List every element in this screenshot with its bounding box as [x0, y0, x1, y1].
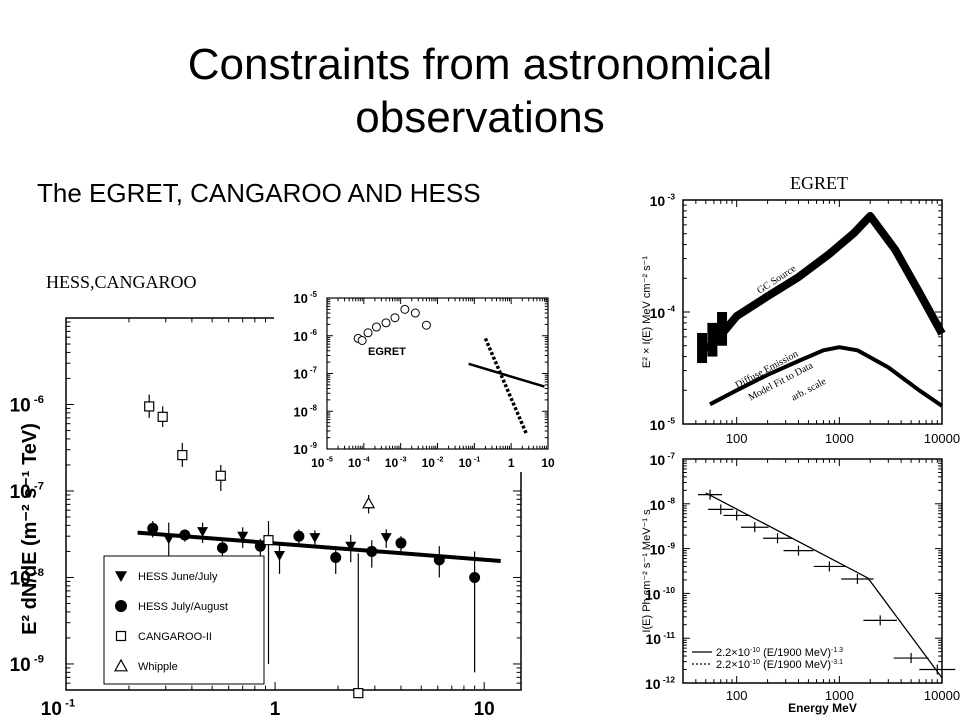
hess-point-circle: [179, 529, 191, 541]
spectrum-ytick-label: 10 -12: [645, 675, 675, 692]
hess-point-circle: [330, 552, 342, 564]
egret-inset-ytick-label: 10 -8: [293, 403, 317, 419]
spectrum-plot-frame: [682, 458, 943, 684]
egret-inset-point: [390, 313, 400, 323]
egret-inset-point: [410, 308, 420, 318]
egret-inset-xtick-label: 10: [541, 456, 555, 470]
legend-label: HESS July/August: [138, 601, 228, 613]
legend-marker-tri-up: [113, 658, 129, 672]
hess-point-square: [144, 401, 155, 412]
egret-inset-point: [421, 320, 431, 330]
hess-point-square: [177, 449, 188, 461]
hess-point-tri-up: [362, 496, 376, 509]
gc-xtick-label: 100: [726, 431, 748, 446]
spectrum-xtick-label: 100: [726, 688, 748, 703]
diffuse-emission-curve: [709, 345, 944, 408]
legend-label: HESS June/July: [138, 571, 218, 583]
gc-error-block: [717, 312, 728, 346]
spectrum-ylabel: I(E) Ph cm⁻² s⁻¹ MeV⁻¹ s: [641, 509, 653, 633]
gc-ytick-label: 10 -3: [650, 192, 676, 209]
hess-ytick-label: 10 -7: [10, 480, 44, 503]
hess-point-tri-down: [197, 527, 209, 538]
egret-inset-background: [274, 290, 556, 472]
spectrum-xlabel: Energy MeV: [788, 701, 857, 715]
spectrum-ytick-label: 10 -8: [650, 496, 676, 513]
hess-point-tri-down: [237, 531, 249, 542]
hess-ytick-label: 10 -6: [10, 394, 44, 417]
egret-tag: EGRET: [790, 173, 848, 193]
egret-inset-xtick-label: 10 -1: [458, 455, 480, 470]
gc-source-curve: [703, 212, 946, 353]
hess-point-square: [215, 470, 226, 481]
egret-inset-point: [371, 322, 381, 332]
slide-subtitle: The EGRET, CANGAROO AND HESS: [37, 178, 481, 208]
hess-xtick-label: 1: [270, 699, 281, 720]
hess-point-square: [353, 688, 364, 699]
spectrum-ytick-label: 10 -10: [645, 585, 675, 602]
egret-inset-xtick-label: 10 -3: [385, 455, 407, 470]
legend-marker-square: [115, 630, 127, 642]
hess-point-circle: [433, 554, 445, 566]
egret-inset-title: EGRET: [368, 346, 406, 358]
legend-label: Whipple: [138, 661, 178, 673]
hess-point-circle: [254, 540, 266, 552]
egret-inset-solid-line: [468, 362, 545, 388]
egret-inset-xtick-label: 10 -5: [311, 455, 333, 470]
hess-ytick-label: 10 -9: [10, 653, 44, 676]
egret-inset-ytick-label: 10 -9: [293, 441, 317, 457]
gc-xtick-label: 10000: [924, 431, 960, 446]
spectrum-xtick-label: 1000: [825, 688, 854, 703]
gc-error-block: [697, 332, 708, 364]
egret-inset-point: [357, 335, 367, 345]
hess-xtick-label: 10: [474, 699, 495, 720]
hess-point-square: [157, 411, 168, 422]
egret-inset-point: [400, 304, 410, 314]
spectrum-legend-text: 2.2×10-10 (E/1900 MeV)-3.1: [716, 659, 843, 671]
egret-inset-xtick-label: 1: [508, 456, 515, 470]
hess-point-tri-down: [309, 533, 321, 543]
gc-error-block: [707, 322, 718, 357]
gc-ytick-label: 10 -5: [650, 416, 676, 433]
spectrum-ytick-label: 10 -7: [650, 451, 676, 468]
hess-point-circle: [469, 571, 481, 583]
hess-point-circle: [366, 545, 378, 557]
hess-point-circle: [395, 537, 407, 549]
hess-xtick-label: 10 -1: [41, 697, 76, 720]
spectrum-ytick-label: 10 -11: [645, 630, 675, 647]
hess-point-tri-down: [380, 533, 392, 543]
spectrum-ytick-label: 10 -9: [650, 540, 676, 557]
egret-inset-xtick-label: 10 -2: [422, 455, 444, 470]
legend-marker-tri-down: [115, 571, 127, 582]
hess-point-tri-down: [163, 534, 175, 545]
egret-inset-point: [363, 328, 373, 338]
gc-xtick-label: 1000: [825, 431, 854, 446]
hess-ytick-label: 10 -8: [10, 567, 44, 590]
hess-point-tri-down: [345, 541, 357, 552]
spectrum-xtick-label: 10000: [924, 688, 960, 703]
gc-ytick-label: 10 -4: [650, 304, 676, 321]
title-line-1: Constraints from astronomical: [187, 40, 773, 89]
slide-title: Constraints from astronomical observatio…: [0, 38, 960, 144]
hess-legend-box: [103, 555, 265, 685]
egret-inset-dotted-line: [483, 337, 529, 435]
hess-cangaroo-tag: HESS,CANGAROO: [46, 272, 197, 292]
hess-point-circle: [293, 530, 305, 542]
hess-point-tri-down: [274, 550, 286, 561]
hess-point-square: [263, 535, 274, 546]
title-line-2: observations: [355, 93, 605, 142]
egret-inset-ytick-label: 10 -6: [293, 328, 317, 344]
gc-ylabel: E² × I(E) MeV cm⁻² s⁻¹: [641, 256, 653, 368]
hess-point-circle: [147, 522, 159, 534]
egret-inset-ytick-label: 10 -5: [293, 290, 317, 306]
spectrum-fit-line: [705, 492, 943, 679]
legend-marker-circle: [115, 600, 127, 612]
hess-ylabel: E² dN/dE (m⁻² s⁻¹ TeV): [19, 423, 41, 635]
egret-inset-ytick-label: 10 -7: [293, 366, 317, 382]
spectrum-legend-text: 2.2×10-10 (E/1900 MeV)-1.3: [716, 647, 843, 659]
egret-inset-point: [381, 318, 391, 328]
egret-inset-xtick-label: 10 -4: [348, 455, 370, 470]
hess-point-circle: [216, 542, 228, 554]
legend-label: CANGAROO-II: [138, 631, 212, 643]
